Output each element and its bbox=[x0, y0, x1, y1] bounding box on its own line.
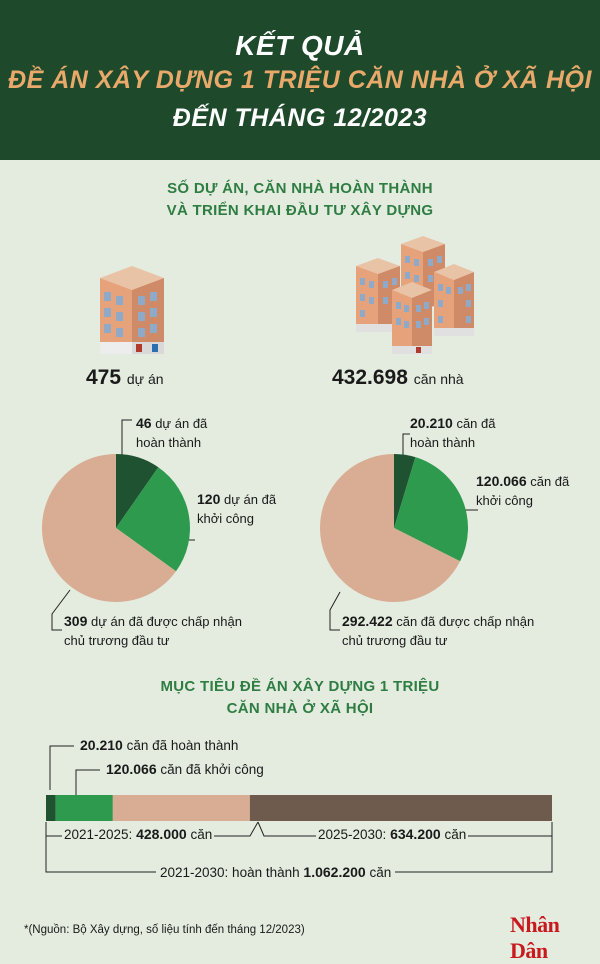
multi-building-icon bbox=[356, 236, 474, 354]
pie2-slice-1 bbox=[394, 457, 468, 562]
projects-total-value: 475 bbox=[86, 366, 122, 389]
bar-segment-3 bbox=[249, 795, 552, 821]
bar-label-completed: 20.210 căn đã hoàn thành bbox=[80, 737, 238, 753]
source-footnote: *(Nguồn: Bộ Xây dựng, số liệu tính đến t… bbox=[24, 924, 305, 936]
total-prefix: 2021-2030: hoàn thành bbox=[160, 865, 300, 880]
pie1-approved-value: 309 bbox=[64, 613, 88, 629]
bar-segment-1 bbox=[55, 795, 113, 821]
pie2-completed-line1: căn đã bbox=[456, 416, 496, 431]
header-title-line3: ĐẾN THÁNG 12/2023 bbox=[172, 104, 428, 132]
pie2-label-completed: 20.210 căn đã hoàn thành bbox=[410, 414, 496, 452]
pie1-label-started: 120 dự án đã khởi công bbox=[197, 490, 276, 528]
section1-title-line1: SỐ DỰ ÁN, CĂN NHÀ HOÀN THÀNH bbox=[167, 180, 433, 197]
goal-stacked-bar bbox=[46, 795, 552, 821]
pie1-started-line2: khởi công bbox=[197, 511, 254, 526]
pie2-completed-value: 20.210 bbox=[410, 415, 453, 431]
pie1-started-line1: dự án đã bbox=[223, 492, 277, 507]
section2-title-line1: MỤC TIÊU ĐỀ ÁN XÂY DỰNG 1 TRIỆU bbox=[160, 678, 440, 695]
pie1-slice-2 bbox=[42, 454, 177, 602]
period1-value: 428.000 bbox=[136, 826, 187, 842]
pie2-label-started: 120.066 căn đã khởi công bbox=[476, 472, 569, 510]
pie1-completed-line2: hoàn thành bbox=[136, 435, 202, 450]
bar-segment-0 bbox=[46, 795, 56, 821]
pie1-approved-line1: dự án đã được chấp nhận bbox=[90, 614, 242, 629]
bar-label-total: 2021-2030: hoàn thành 1.062.200 căn bbox=[156, 864, 396, 880]
pie1-approved-line2: chủ trương đầu tư bbox=[64, 633, 170, 648]
houses-total-unit: căn nhà bbox=[413, 371, 464, 387]
nhandan-logo: Nhân Dân bbox=[510, 912, 560, 963]
period2-prefix: 2025-2030: bbox=[318, 827, 387, 842]
bar-completed-text: căn đã hoàn thành bbox=[126, 738, 239, 753]
period1-unit: căn bbox=[190, 827, 213, 842]
pie2-started-line1: căn đã bbox=[530, 474, 570, 489]
pie2-slice-0 bbox=[394, 454, 416, 528]
houses-total-value: 432.698 bbox=[332, 366, 408, 389]
period1-prefix: 2021-2025: bbox=[64, 827, 133, 842]
bar-completed-value: 20.210 bbox=[80, 737, 123, 753]
pie2-label-approved: 292.422 căn đã được chấp nhận chủ trương… bbox=[342, 612, 534, 650]
bar-segment-2 bbox=[112, 795, 250, 821]
pie1-label-approved: 309 dự án đã được chấp nhận chủ trương đ… bbox=[64, 612, 242, 650]
pie1-slice-1 bbox=[116, 467, 191, 572]
projects-total: 475 dự án bbox=[86, 366, 164, 390]
pie1-slice-0 bbox=[116, 454, 159, 528]
pie2-slice-2 bbox=[320, 454, 461, 602]
single-building-icon bbox=[100, 266, 164, 354]
pie2-started-line2: khởi công bbox=[476, 493, 533, 508]
projects-total-unit: dự án bbox=[126, 371, 164, 387]
pie2-completed-line2: hoàn thành bbox=[410, 435, 476, 450]
pie2-started-value: 120.066 bbox=[476, 473, 527, 489]
pie1-label-completed: 46 dự án đã hoàn thành bbox=[136, 414, 207, 452]
total-value: 1.062.200 bbox=[303, 864, 366, 880]
bar-label-period2: 2025-2030: 634.200 căn bbox=[316, 826, 469, 842]
houses-total: 432.698 căn nhà bbox=[332, 366, 464, 390]
pie1-completed-value: 46 bbox=[136, 415, 152, 431]
header-banner: KẾT QUẢ ĐỀ ÁN XÂY DỰNG 1 TRIỆU CĂN NHÀ Ở… bbox=[0, 0, 600, 160]
header-title-line2: ĐỀ ÁN XÂY DỰNG 1 TRIỆU CĂN NHÀ Ở XÃ HỘI bbox=[8, 66, 592, 94]
period2-value: 634.200 bbox=[390, 826, 441, 842]
pie-houses bbox=[320, 454, 468, 602]
pie2-approved-line1: căn đã được chấp nhận bbox=[396, 614, 535, 629]
bar-label-period1: 2021-2025: 428.000 căn bbox=[62, 826, 215, 842]
section1-title-line2: VÀ TRIỂN KHAI ĐẦU TƯ XÂY DỰNG bbox=[166, 202, 434, 219]
bar-label-started: 120.066 căn đã khởi công bbox=[106, 761, 264, 777]
pie2-approved-value: 292.422 bbox=[342, 613, 393, 629]
pie2-approved-line2: chủ trương đầu tư bbox=[342, 633, 448, 648]
bar-started-text: căn đã khởi công bbox=[160, 762, 264, 777]
period2-unit: căn bbox=[444, 827, 467, 842]
header-title-line1: KẾT QUẢ bbox=[235, 30, 365, 61]
pie-projects bbox=[42, 454, 191, 602]
pie1-started-value: 120 bbox=[197, 491, 221, 507]
bar-started-value: 120.066 bbox=[106, 761, 157, 777]
total-unit: căn bbox=[369, 865, 392, 880]
section2-title-line2: CĂN NHÀ Ở XÃ HỘI bbox=[226, 700, 374, 717]
pie1-completed-line1: dự án đã bbox=[155, 416, 208, 431]
